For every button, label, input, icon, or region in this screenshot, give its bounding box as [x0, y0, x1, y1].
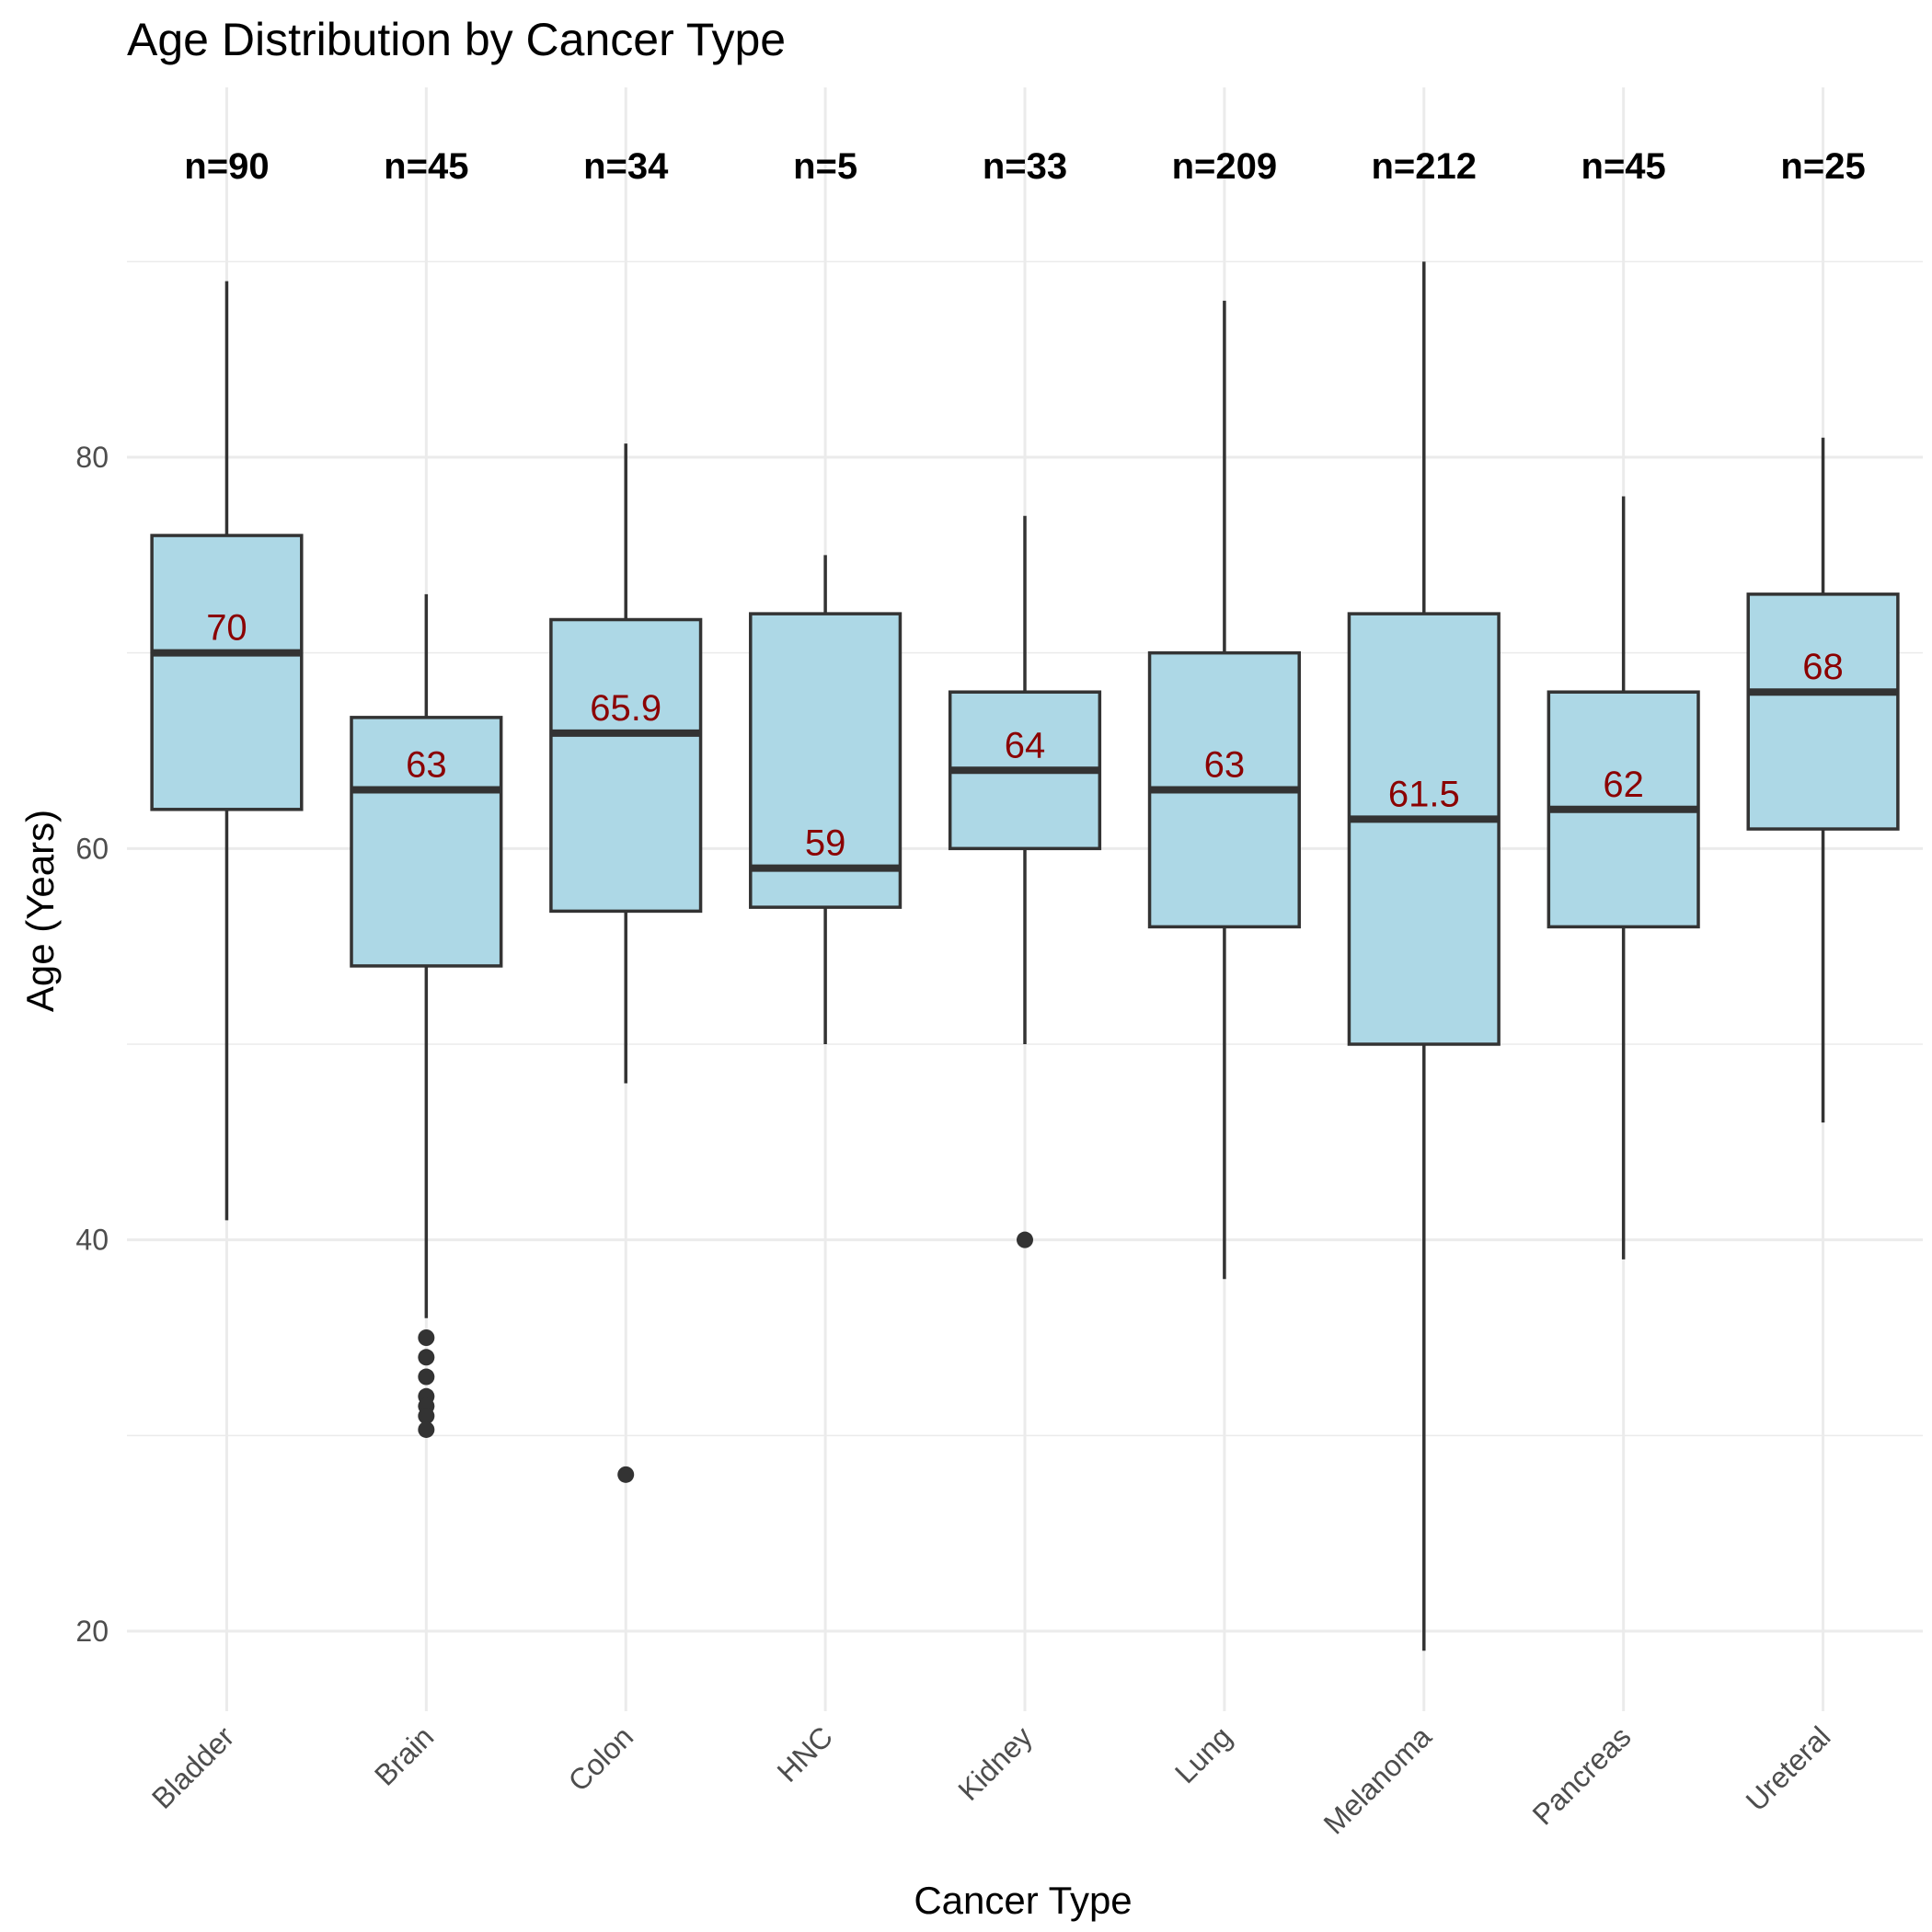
- chart-title: Age Distribution by Cancer Type: [127, 14, 786, 65]
- box-iqr: [549, 617, 703, 914]
- median-label: 64: [1005, 725, 1046, 765]
- box-iqr: [1347, 612, 1501, 1046]
- x-axis-title: Cancer Type: [914, 1879, 1132, 1922]
- sample-size-label: n=34: [583, 146, 669, 187]
- box-iqr: [749, 612, 903, 909]
- median-label: 70: [206, 608, 247, 649]
- sample-size-label: n=212: [1372, 146, 1478, 187]
- y-tick-label: 20: [75, 1615, 109, 1648]
- outlier-point: [418, 1329, 435, 1346]
- median-label: 59: [805, 823, 846, 864]
- median-label: 61.5: [1388, 774, 1460, 814]
- outlier-point: [617, 1466, 635, 1483]
- outlier-point: [1017, 1231, 1033, 1248]
- data-labels: 70 n=90 63 n=45 65.9 n=34 59 n=5 64 n=33 63 n=209 61…: [184, 146, 1865, 864]
- y-axis-title: Age (Years): [18, 810, 62, 1012]
- median-label: 63: [406, 745, 447, 786]
- sample-size-label: n=45: [384, 146, 468, 187]
- box-iqr: [150, 534, 304, 811]
- box-iqr: [350, 716, 503, 968]
- boxes: [150, 261, 1900, 1651]
- median-label: 62: [1603, 765, 1644, 805]
- sample-size-label: n=5: [793, 146, 857, 187]
- outlier-point: [418, 1349, 435, 1366]
- y-tick-label: 60: [75, 832, 109, 865]
- sample-size-label: n=209: [1172, 146, 1278, 187]
- sample-size-label: n=25: [1780, 146, 1865, 187]
- y-tick-label: 40: [75, 1224, 109, 1257]
- sample-size-label: n=33: [983, 146, 1067, 187]
- outlier-point: [418, 1420, 435, 1438]
- outlier-point: [418, 1408, 435, 1425]
- outlier-point: [418, 1368, 435, 1386]
- median-label: 63: [1204, 745, 1246, 786]
- median-label: 68: [1802, 647, 1844, 687]
- y-tick-label: 80: [75, 441, 109, 474]
- box-iqr: [1746, 592, 1900, 831]
- median-label: 65.9: [590, 688, 661, 729]
- sample-size-label: n=90: [184, 146, 269, 187]
- sample-size-label: n=45: [1581, 146, 1666, 187]
